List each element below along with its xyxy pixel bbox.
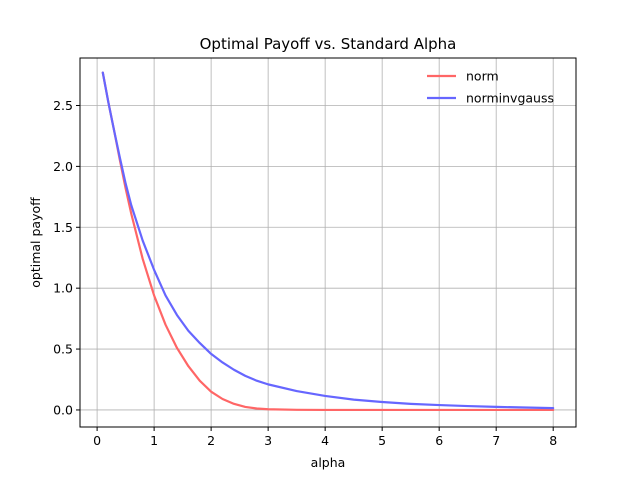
x-tick-label: 5 [378, 433, 386, 448]
ticks: 0 1 2 3 4 5 6 7 8 0.0 0.5 1.0 1.5 2.0 2.5 [53, 98, 557, 448]
plot-frame [79, 57, 577, 428]
x-tick-label: 2 [207, 433, 215, 448]
y-tick-label: 2.0 [53, 159, 73, 174]
y-tick-label: 1.5 [53, 220, 73, 235]
x-axis-label: alpha [311, 455, 346, 470]
x-tick-label: 1 [150, 433, 158, 448]
y-tick-label: 1.0 [53, 281, 73, 296]
series-layer [101, 71, 555, 412]
y-axis-label: optimal payoff [28, 197, 43, 288]
x-tick-label: 0 [93, 433, 101, 448]
y-tick-label: 2.5 [53, 98, 73, 113]
legend-label-norm: norm [466, 69, 499, 84]
legend-label-norminvgauss: norminvgauss [466, 91, 554, 106]
y-tick-label: 0.5 [53, 342, 73, 357]
x-tick-label: 4 [321, 433, 329, 448]
legend: norm norminvgauss [427, 69, 554, 106]
series-line-norm [101, 71, 555, 412]
chart-title: Optimal Payoff vs. Standard Alpha [200, 35, 457, 53]
x-tick-label: 6 [435, 433, 443, 448]
x-tick-label: 7 [492, 433, 500, 448]
series-line-norminvgauss [101, 71, 555, 410]
x-tick-label: 8 [549, 433, 557, 448]
y-tick-label: 0.0 [53, 402, 73, 417]
x-tick-label: 3 [264, 433, 272, 448]
